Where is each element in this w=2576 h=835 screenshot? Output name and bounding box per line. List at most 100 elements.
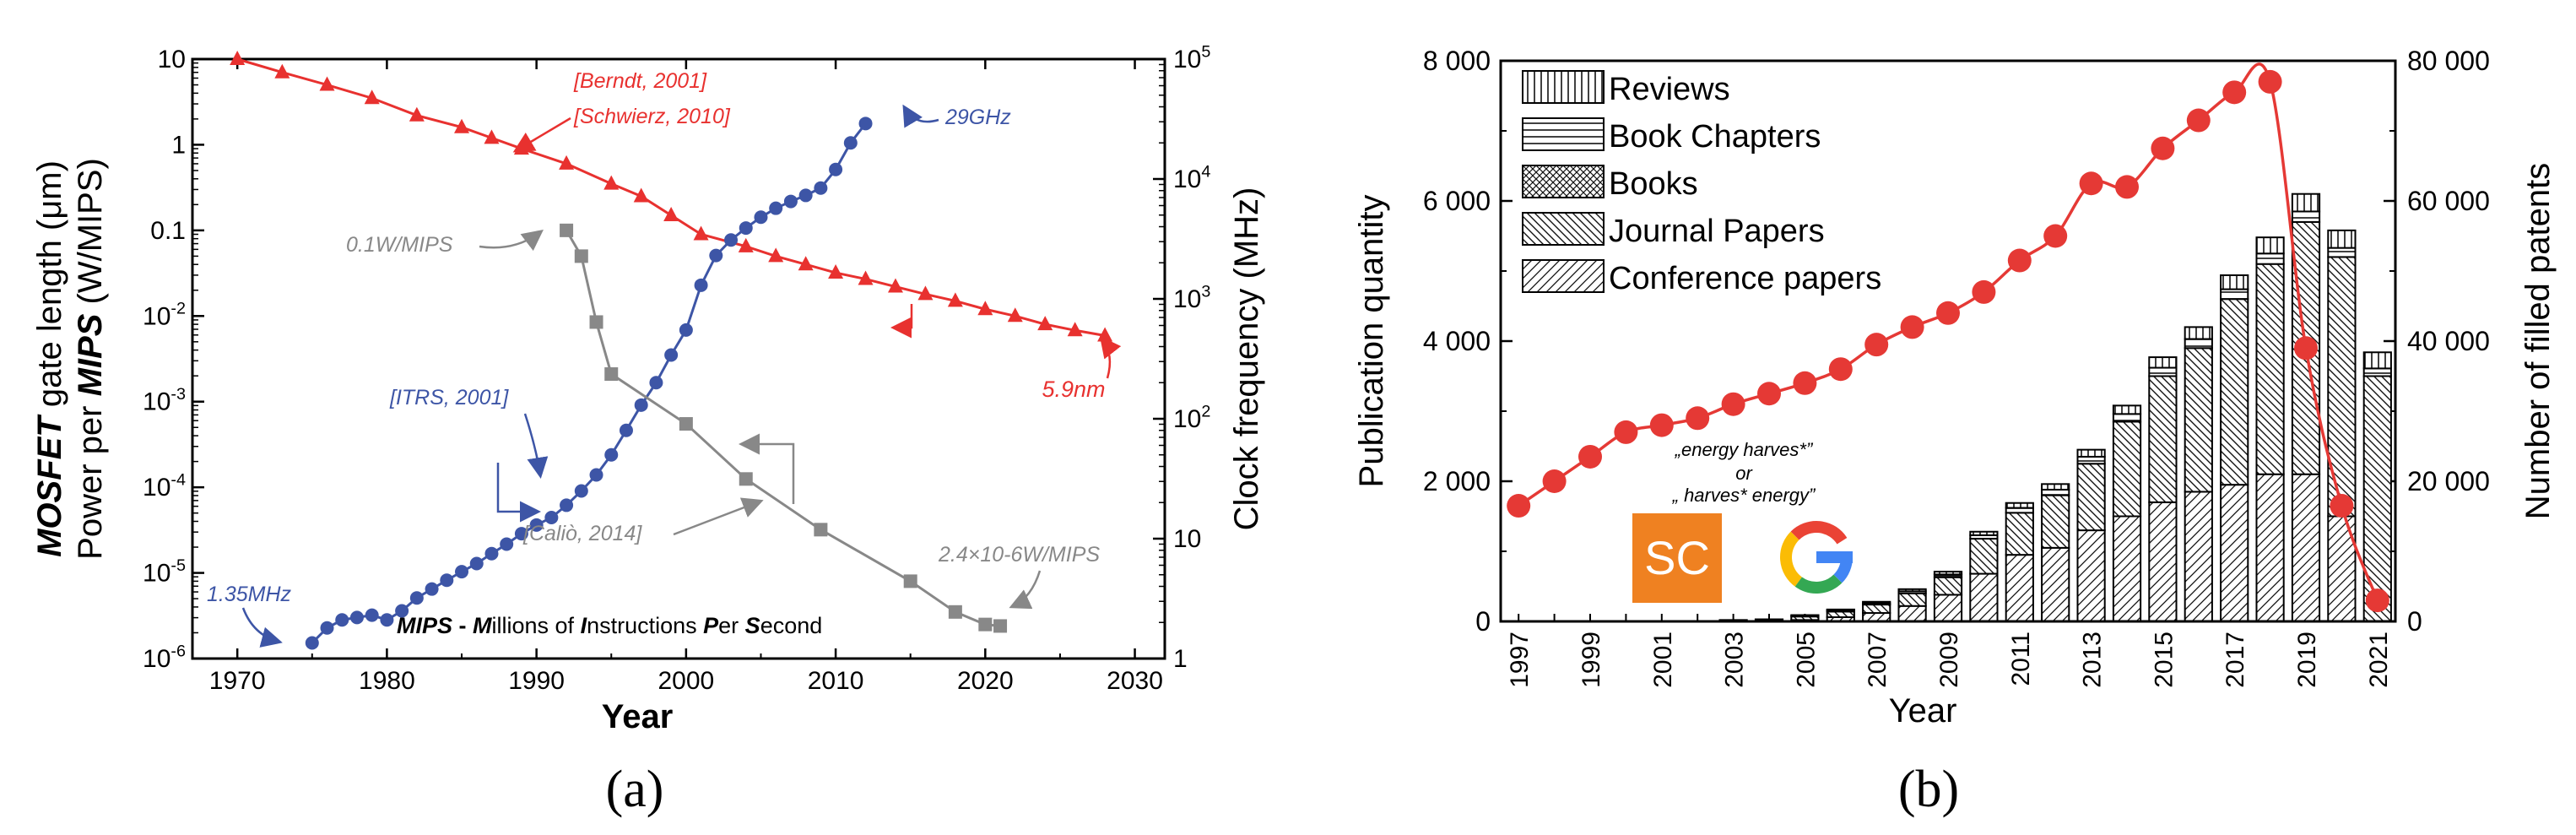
arrow-itrs — [523, 413, 549, 479]
y-axis-label-left2-a: Power per MIPS (W/MIPS) — [72, 158, 109, 560]
bar-segment-book-chapters — [2327, 247, 2357, 258]
gate-length-point — [693, 225, 709, 241]
bar-segment-reviews — [1897, 588, 1927, 593]
legend-swatch — [1522, 70, 1605, 104]
bar-segment-book-chapters — [2291, 210, 2321, 223]
y-label-wmips: (W/MIPS) — [72, 158, 109, 313]
bar-segment-reviews — [2220, 274, 2249, 290]
bar-segment-conference-papers — [2184, 491, 2213, 623]
patents-point — [1721, 392, 1745, 416]
gate-length-point — [947, 292, 963, 307]
patents-point — [1757, 382, 1781, 406]
clock-frequency-point — [679, 323, 693, 337]
series-line-circle — [311, 122, 867, 644]
clock-frequency-point — [409, 591, 424, 605]
patents-point — [2222, 80, 2247, 105]
search-term-or: or — [1735, 463, 1753, 484]
plot-frame-a — [191, 57, 1166, 660]
x-tick-label-b: 2015 — [2150, 632, 2178, 688]
x-tick-label-b: 1999 — [1578, 632, 1605, 688]
x-tick-label-a: 2030 — [1107, 667, 1163, 695]
patents-point — [1649, 413, 1674, 437]
clock-frequency-point — [694, 278, 708, 292]
bar-segment-journal-papers — [1933, 576, 1963, 596]
patents-point — [1972, 279, 1996, 304]
patents-point — [2115, 175, 2139, 199]
annotation-1-35mhz: 1.35MHz — [207, 583, 292, 606]
y-tick-label-right-a: 103 — [1173, 282, 1210, 313]
bar-segment-book-chapters — [2148, 366, 2178, 377]
power-per-mips-point — [903, 574, 917, 588]
y-label-mips: MIPS — [72, 313, 109, 396]
bar-segment-conference-papers — [2005, 554, 2034, 623]
power-per-mips-point — [978, 617, 993, 632]
patents-point — [1614, 420, 1638, 444]
y-tick-label-left-a: 10-3 — [143, 385, 186, 416]
arrow-2-4e-6w — [1009, 570, 1042, 610]
y-tick-label-left-a: 10-5 — [143, 556, 186, 588]
annotation-0-1w-mips: 0.1W/MIPS — [346, 233, 453, 257]
clock-frequency-point — [574, 484, 588, 498]
gate-length-point — [409, 106, 425, 122]
y-tick-label-right-a: 102 — [1173, 402, 1210, 433]
x-tick-label-b: 2021 — [2365, 632, 2393, 688]
bar-segment-conference-papers — [2255, 473, 2285, 623]
bar-segment-reviews — [1790, 614, 1820, 617]
bar-segment-journal-papers — [1969, 538, 1999, 575]
bar-segment-book-chapters — [2362, 367, 2392, 377]
y-axis-label-left-a: MOSFET gate length (μm) — [31, 160, 68, 557]
search-term-1: „energy harves*” — [1675, 439, 1814, 460]
bar-segment-conference-papers — [2076, 529, 2106, 622]
x-tick-label-a: 2000 — [658, 667, 714, 695]
bar-segment-journal-papers — [2112, 420, 2142, 518]
bar-segment-reviews — [2362, 351, 2392, 370]
patents-point — [2151, 136, 2175, 160]
bar-segment-reviews — [2291, 192, 2321, 213]
y-tick-label-b: 6 000 — [1423, 186, 1491, 216]
gate-length-point — [603, 175, 620, 190]
sciencedirect-logo-text: SC — [1644, 531, 1710, 584]
patents-point — [2043, 224, 2068, 248]
y-tick-label-b: 8 000 — [1423, 46, 1491, 76]
panel-label-a: (a) — [606, 761, 664, 818]
y-tick-label-b: 0 — [1475, 606, 1491, 637]
bar-segment-journal-papers — [1897, 592, 1927, 607]
bar-segment-book-chapters — [2112, 413, 2142, 423]
gate-length-point — [230, 51, 246, 65]
x-tick-label-a: 1990 — [508, 667, 565, 695]
y-tick-label-left-a: 10 — [158, 46, 186, 73]
x-tick-label-a: 1970 — [209, 667, 266, 695]
annotation-schwierz: [Schwierz, 2010] — [573, 105, 731, 128]
legend-label: Book Chapters — [1609, 119, 1821, 155]
google-logo-bar — [1816, 551, 1853, 563]
patents-point — [1793, 371, 1817, 395]
clock-frequency-point — [500, 537, 514, 551]
bar-segment-reviews — [2148, 356, 2178, 369]
bar-segment-book-chapters — [2255, 252, 2285, 265]
y-label-gate-length: gate length (μm) — [31, 160, 68, 416]
x-axis-label-b: Year — [1889, 692, 1957, 729]
gate-length-point — [798, 256, 814, 271]
power-per-mips-point — [739, 472, 753, 486]
arrow-itrs-right — [496, 463, 541, 523]
google-logo-arc — [1780, 531, 1803, 587]
annotation-2-4e-6w-mips: 2.4×10-6W/MIPS — [938, 543, 1100, 567]
power-per-mips-point — [814, 523, 828, 537]
bar-segment-conference-papers — [2041, 546, 2070, 622]
patents-point — [1864, 333, 1889, 357]
gate-length-point — [454, 118, 470, 133]
gate-length-point — [768, 247, 784, 263]
gate-length-point — [1007, 307, 1023, 323]
y-tick-label-left-a: 1 — [171, 131, 186, 159]
power-per-mips-point — [560, 223, 574, 237]
patents-point — [2294, 336, 2318, 361]
annotation-calio: [Caliò, 2014] — [522, 522, 642, 545]
bar-segment-journal-papers — [1862, 604, 1891, 615]
legend-label: Conference papers — [1609, 261, 1881, 296]
x-tick-label-b: 2005 — [1792, 632, 1820, 688]
bar-segment-journal-papers — [2076, 463, 2106, 532]
x-tick-label-b: 2009 — [1935, 632, 1963, 688]
annotation-berndt: [Berndt, 2001] — [573, 69, 707, 93]
clock-frequency-point — [335, 613, 349, 627]
